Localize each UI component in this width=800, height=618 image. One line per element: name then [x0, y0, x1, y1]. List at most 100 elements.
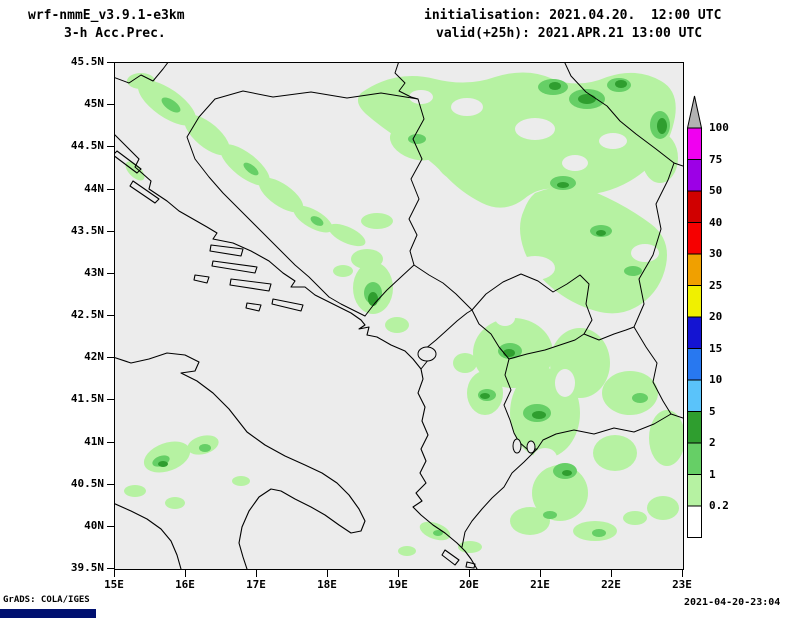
- colorbar: [687, 95, 703, 538]
- country-borders: [115, 63, 683, 548]
- coast-adriatic-balkan: [115, 134, 478, 569]
- colorbar-segment: [687, 190, 702, 223]
- x-tick-label: 19E: [388, 578, 408, 591]
- y-tick-mark: [107, 230, 114, 232]
- y-tick-mark: [107, 315, 114, 316]
- colorbar-segment: [687, 316, 702, 349]
- colorbar-segment: [687, 411, 702, 444]
- colorbar-segment: [687, 348, 702, 381]
- island: [209, 244, 244, 257]
- y-tick-label: 45.5N: [70, 55, 104, 68]
- y-tick-label: 43.5N: [70, 223, 104, 237]
- x-tick-mark: [256, 570, 257, 577]
- island: [193, 274, 210, 284]
- colorbar-segment: [687, 159, 702, 192]
- y-tick-mark: [107, 399, 114, 401]
- colorbar-label: 10: [709, 373, 723, 386]
- island: [271, 298, 304, 312]
- x-tick-mark: [185, 570, 186, 577]
- colorbar-label: 100: [709, 121, 729, 134]
- colorbar-segment: [687, 127, 702, 160]
- x-tick-mark: [469, 570, 470, 577]
- lakes: [417, 346, 536, 454]
- island: [465, 561, 476, 569]
- colorbar-label: 1: [709, 467, 716, 481]
- y-tick-mark: [107, 357, 114, 359]
- colorbar-segment: [687, 442, 702, 475]
- island-corfu: [441, 549, 460, 566]
- colorbar-label: 20: [709, 310, 723, 323]
- y-tick-label: 40.5N: [70, 476, 104, 490]
- y-tick-mark: [107, 104, 114, 106]
- x-tick-label: 20E: [459, 578, 479, 591]
- coast-italy-tyrrhenian: [115, 503, 182, 569]
- y-tick-mark: [107, 146, 114, 148]
- coast-italy-adriatic: [115, 352, 366, 569]
- y-tick-mark: [107, 272, 114, 274]
- coastlines: [115, 134, 478, 569]
- x-tick-label: 22E: [601, 578, 621, 591]
- y-tick-mark: [107, 568, 114, 569]
- x-tick-mark: [611, 570, 612, 577]
- colorbar-label: 40: [709, 215, 723, 229]
- product-name: 3-h Acc.Prec.: [64, 26, 166, 41]
- y-tick-mark: [107, 483, 114, 485]
- x-tick-label: 17E: [246, 578, 266, 591]
- colorbar-label: 5: [709, 404, 716, 418]
- colorbar-segment: [687, 505, 702, 538]
- colorbar-label: 50: [709, 184, 723, 197]
- x-tick-mark: [398, 570, 399, 577]
- model-name: wrf-nmmE_v3.9.1-e3km: [28, 8, 185, 23]
- x-tick-label: 21E: [530, 578, 550, 591]
- colorbar-segment: [687, 379, 702, 412]
- window-fragment: [0, 609, 96, 618]
- colorbar-label: 30: [709, 247, 723, 260]
- y-tick-label: 44N: [84, 181, 104, 195]
- x-tick-label: 15E: [104, 578, 124, 591]
- colorbar-label: 2: [709, 436, 716, 449]
- lake-shkodra: [417, 346, 437, 362]
- y-tick-label: 41.5N: [70, 392, 104, 406]
- x-tick-label: 18E: [317, 578, 337, 591]
- y-tick-label: 41N: [84, 434, 104, 448]
- x-tick-label: 23E: [672, 578, 692, 591]
- island: [229, 278, 272, 292]
- y-tick-mark: [107, 62, 114, 63]
- island: [245, 302, 262, 312]
- y-tick-label: 39.5N: [70, 561, 104, 574]
- initialisation-time: initialisation: 2021.04.20. 12:00 UTC: [424, 8, 722, 23]
- y-tick-mark: [107, 441, 114, 443]
- y-tick-label: 44.5N: [70, 139, 104, 153]
- title-block: wrf-nmmE_v3.9.1-e3km 3-h Acc.Prec.: [28, 7, 185, 43]
- y-tick-label: 43N: [84, 265, 104, 279]
- time-block: initialisation: 2021.04.20. 12:00 UTC va…: [424, 7, 721, 43]
- x-tick-mark: [327, 570, 328, 577]
- colorbar-segment: [687, 222, 702, 255]
- x-tick-mark: [682, 570, 683, 577]
- x-tick-mark: [540, 570, 541, 577]
- island: [115, 150, 142, 174]
- colorbar-arrow: [687, 95, 703, 129]
- precip-holes: [409, 90, 659, 468]
- x-tick-mark: [114, 570, 115, 577]
- colorbar-segment: [687, 474, 702, 507]
- colorbar-label: 25: [709, 278, 723, 292]
- colorbar-segment: [687, 285, 702, 318]
- precip-map-svg: [115, 63, 683, 569]
- colorbar-label: 15: [709, 341, 723, 355]
- island: [211, 260, 258, 274]
- map-plot-area: [114, 62, 684, 570]
- valid-time: valid(+25h): 2021.APR.21 13:00 UTC: [436, 26, 703, 41]
- y-tick-label: 42N: [84, 350, 104, 364]
- lake-ohrid: [512, 438, 522, 454]
- lake-prespa: [526, 440, 536, 454]
- colorbar-label: 0.2: [709, 499, 729, 512]
- y-tick-label: 40N: [84, 518, 104, 532]
- creation-timestamp: 2021-04-20-23:04: [684, 597, 781, 608]
- y-tick-mark: [107, 525, 114, 527]
- colorbar-segment: [687, 253, 702, 286]
- y-tick-label: 42.5N: [70, 308, 104, 321]
- grads-credit: GrADS: COLA/IGES: [3, 595, 90, 605]
- colorbar-label: 75: [709, 152, 723, 166]
